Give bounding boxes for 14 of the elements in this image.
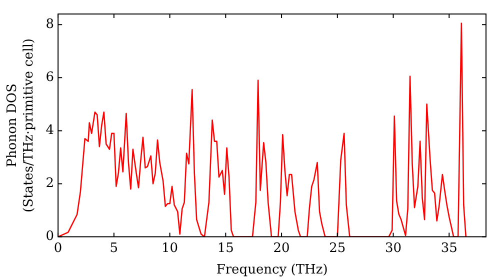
x-tick-label: 5 (110, 240, 118, 256)
x-tick-label: 10 (162, 240, 178, 256)
y-axis-title: Phonon DOS (States/THz·primitive cell) (4, 38, 37, 212)
x-tick-label: 25 (329, 240, 346, 256)
x-tick-label: 15 (217, 240, 234, 256)
y-tick-label: 0 (46, 229, 54, 244)
x-axis-title: Frequency (THz) (216, 262, 328, 278)
y-tick-label: 4 (46, 123, 54, 138)
x-tick-label: 30 (384, 240, 402, 256)
y-tick-label: 2 (46, 176, 54, 192)
y-tick-label: 6 (46, 70, 54, 86)
y-tick-label: 8 (46, 16, 54, 32)
x-tick-label: 35 (440, 240, 458, 256)
x-tick-label: 20 (273, 240, 290, 256)
